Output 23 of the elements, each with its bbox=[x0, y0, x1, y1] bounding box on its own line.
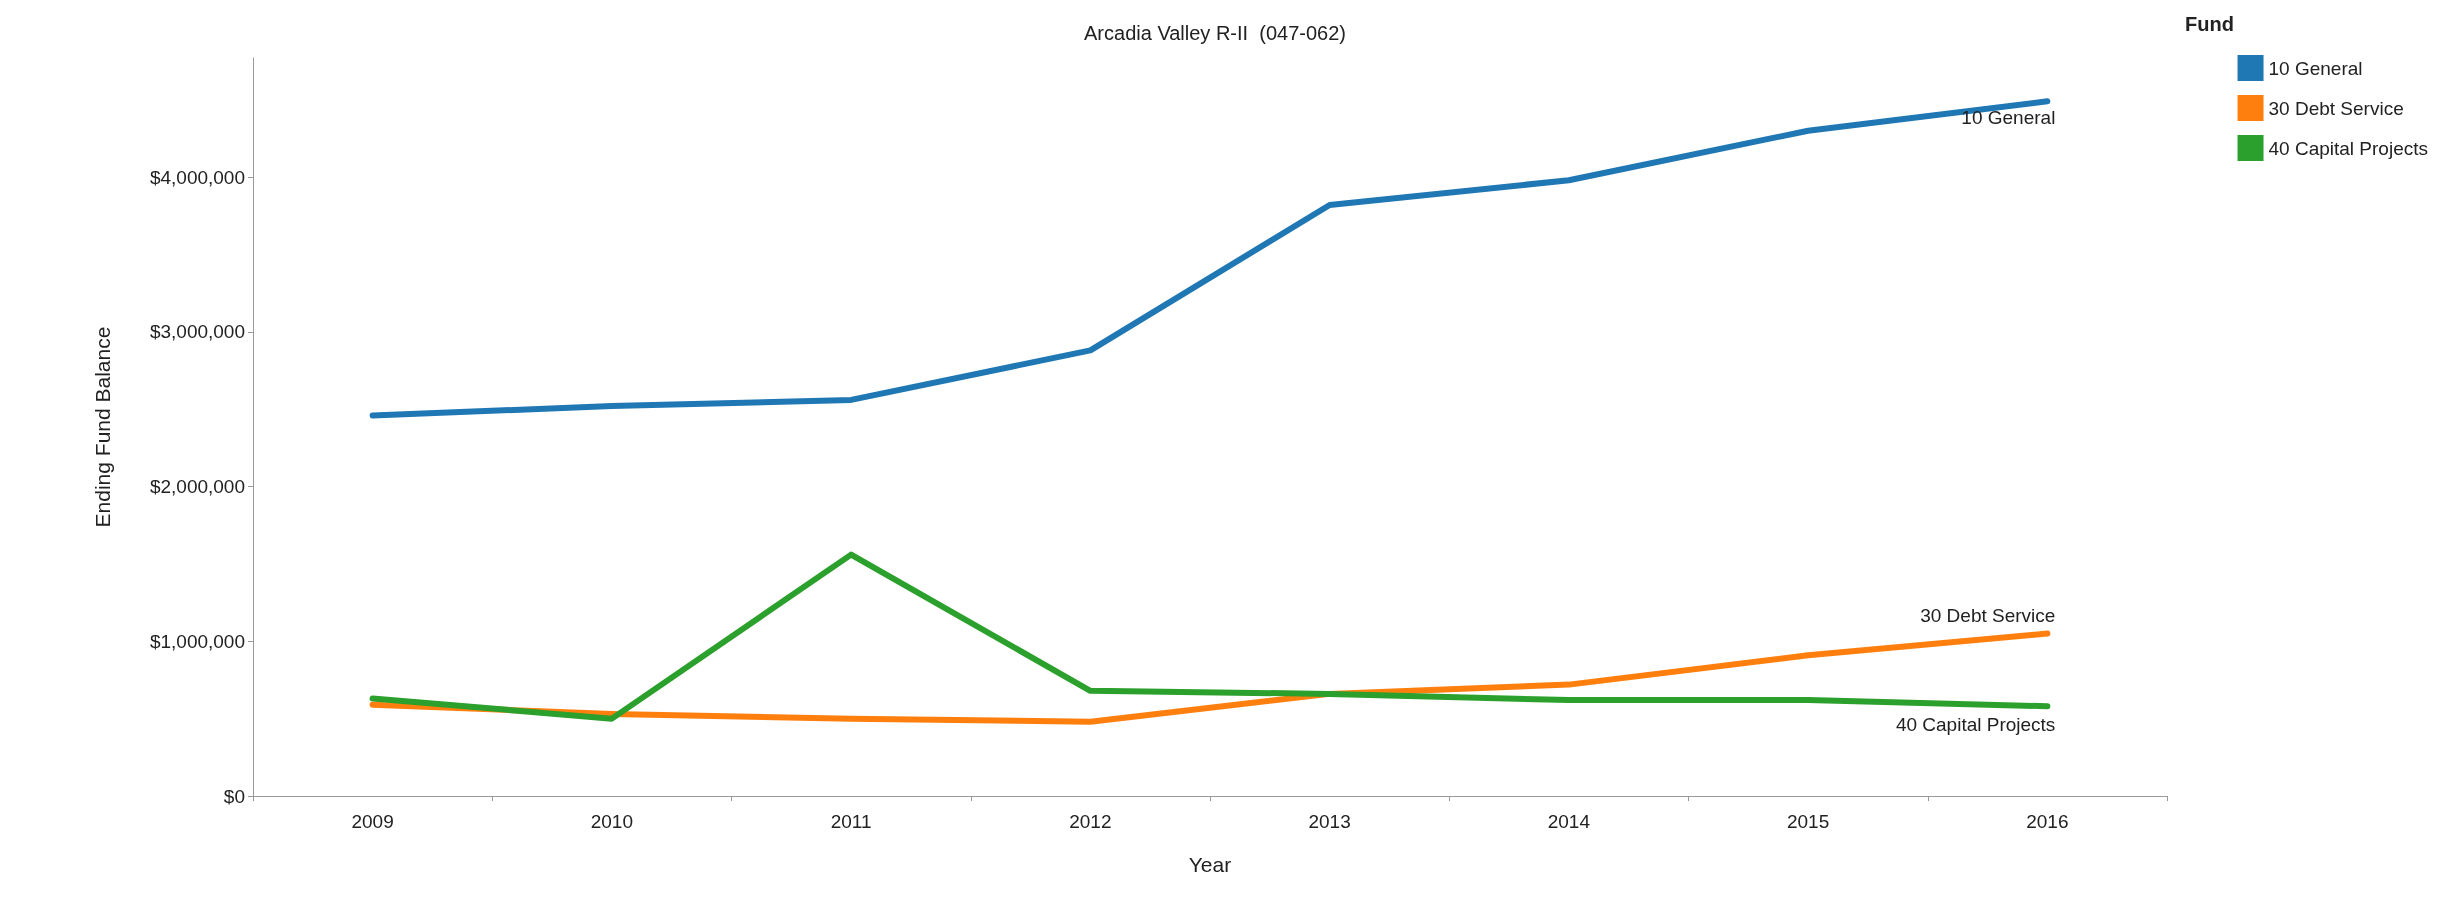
legend-label: 40 Capital Projects bbox=[2268, 137, 2428, 159]
y-tick-label: $1,000,000 bbox=[149, 630, 245, 652]
text: 30 Debt Service bbox=[1920, 605, 2056, 627]
x-tick-label: 2015 bbox=[1786, 811, 1830, 832]
x-tick-label: 2009 bbox=[351, 811, 394, 832]
y-tick-label: $2,000,000 bbox=[149, 476, 245, 498]
x-tick-label: 2011 bbox=[830, 811, 872, 832]
x-tick-label: 2013 bbox=[1308, 811, 1351, 832]
x-tick-label: 2016 bbox=[2026, 811, 2069, 832]
x-axis-title: Year bbox=[1188, 853, 1232, 876]
x-tick-label: 2012 bbox=[1069, 811, 1112, 832]
legend-title: Fund bbox=[2185, 13, 2234, 35]
text: 40 Capital Projects bbox=[1895, 713, 2056, 735]
y-tick-label: $4,000,000 bbox=[149, 166, 245, 188]
text: 10 General bbox=[1961, 106, 2056, 128]
legend-label: 30 Debt Service bbox=[2268, 97, 2404, 119]
chart-title: Arcadia Valley R-II (047-062) bbox=[1084, 22, 1346, 44]
y-tick-label: $0 bbox=[223, 785, 245, 807]
y-tick-label: $3,000,000 bbox=[149, 321, 245, 343]
y-axis-title: Ending Fund Balance bbox=[91, 326, 114, 528]
x-tick-label: 2010 bbox=[590, 811, 634, 832]
x-tick-label: 2014 bbox=[1547, 811, 1591, 832]
legend-label: 10 General bbox=[2268, 57, 2363, 79]
